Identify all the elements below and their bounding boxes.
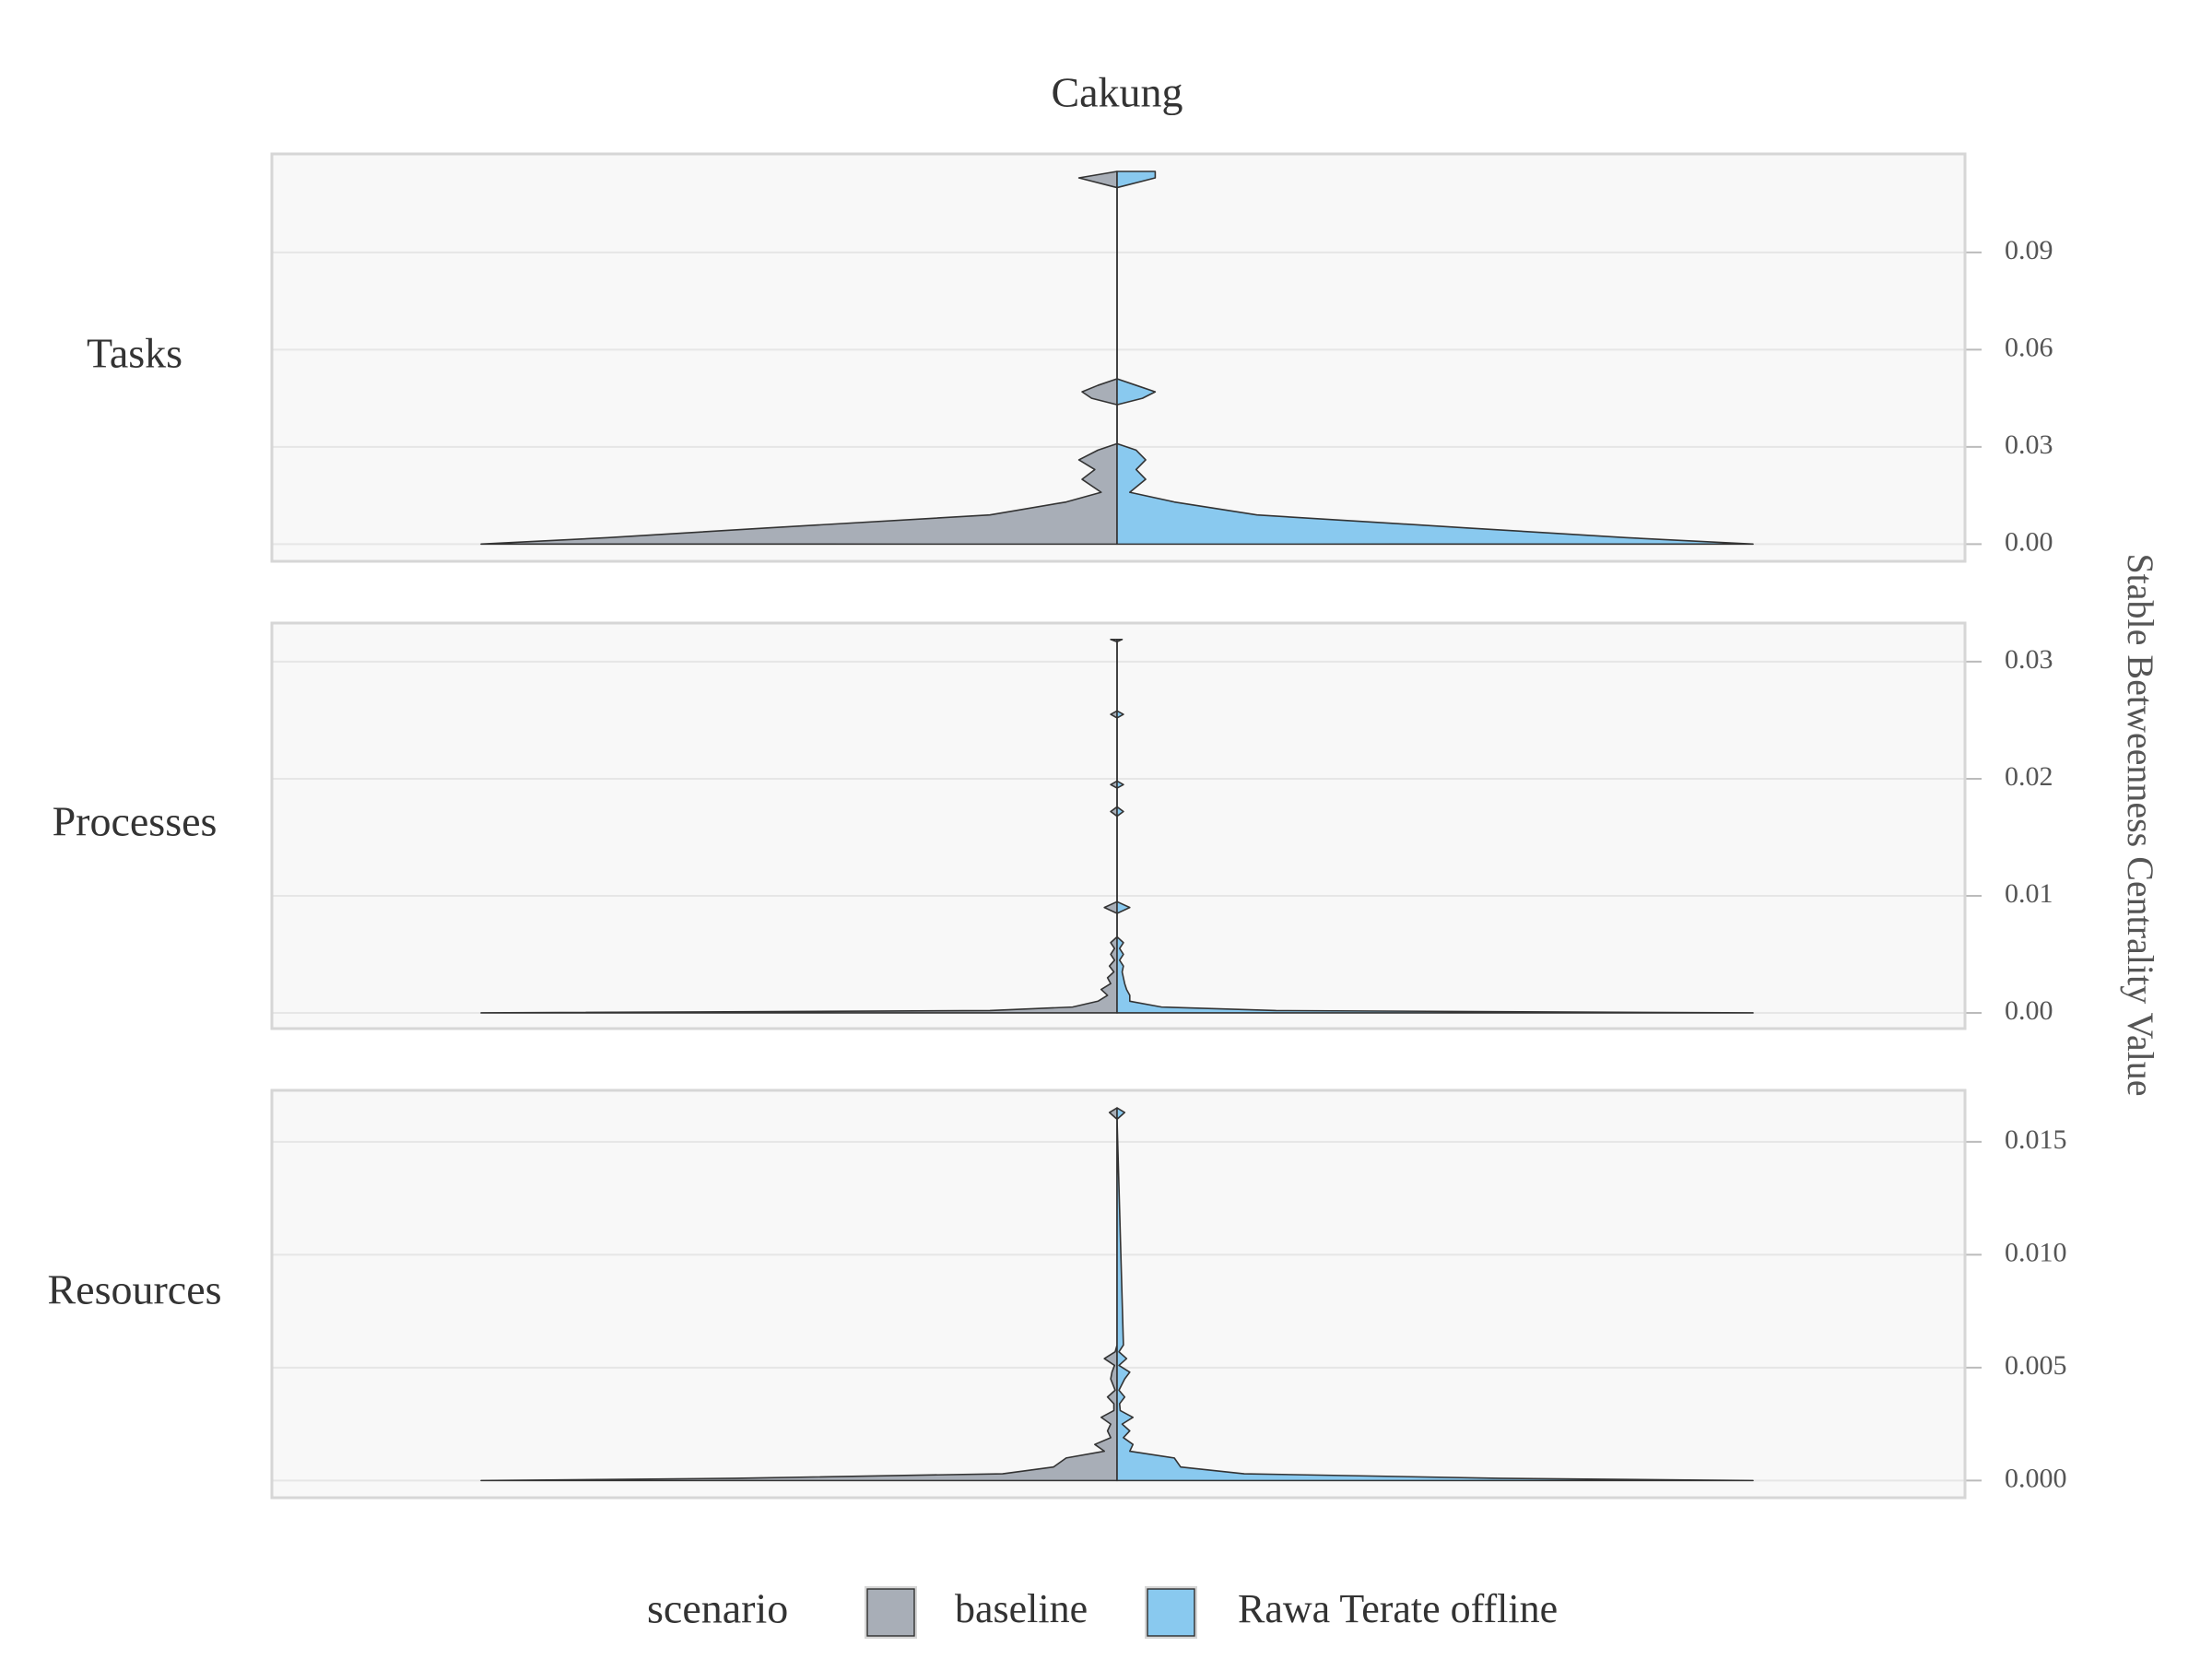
violin-half bbox=[1116, 171, 1754, 546]
y-tick-label: 0.01 bbox=[2005, 878, 2053, 909]
y-tick-label: 0.000 bbox=[2005, 1463, 2067, 1493]
facet-label: Tasks bbox=[87, 330, 182, 377]
y-tick-label: 0.06 bbox=[2005, 332, 2053, 362]
legend-label: Rawa Terate offline bbox=[1238, 1586, 1558, 1631]
y-axis-title: Stable Betweenness Centrality Value bbox=[2120, 553, 2161, 1096]
y-tick-label: 0.00 bbox=[2005, 526, 2053, 557]
violin-half bbox=[1116, 638, 1754, 1014]
panel-border bbox=[270, 152, 1967, 563]
facet-label: Resources bbox=[47, 1266, 221, 1313]
violin-half bbox=[1116, 1107, 1754, 1482]
chart-title: Cakung bbox=[1051, 69, 1182, 116]
y-tick-label: 0.00 bbox=[2005, 995, 2053, 1026]
y-tick-label: 0.005 bbox=[2005, 1350, 2067, 1381]
panel-border bbox=[270, 1088, 1967, 1500]
violin-half bbox=[480, 171, 1118, 546]
y-tick-label: 0.02 bbox=[2005, 761, 2053, 792]
legend-label: baseline bbox=[955, 1586, 1088, 1631]
legend-swatch-border bbox=[1145, 1586, 1197, 1639]
facet-label: Processes bbox=[53, 798, 218, 845]
legend-title: scenario bbox=[647, 1585, 788, 1632]
y-tick-label: 0.015 bbox=[2005, 1124, 2067, 1155]
y-tick-label: 0.03 bbox=[2005, 644, 2053, 675]
legend-swatch-border bbox=[865, 1586, 917, 1639]
legend-swatch bbox=[1147, 1588, 1195, 1637]
legend-swatch bbox=[866, 1588, 915, 1637]
y-tick-label: 0.03 bbox=[2005, 429, 2053, 460]
y-tick-label: 0.09 bbox=[2005, 235, 2053, 265]
panel-border bbox=[270, 621, 1967, 1030]
y-tick-label: 0.010 bbox=[2005, 1237, 2067, 1267]
